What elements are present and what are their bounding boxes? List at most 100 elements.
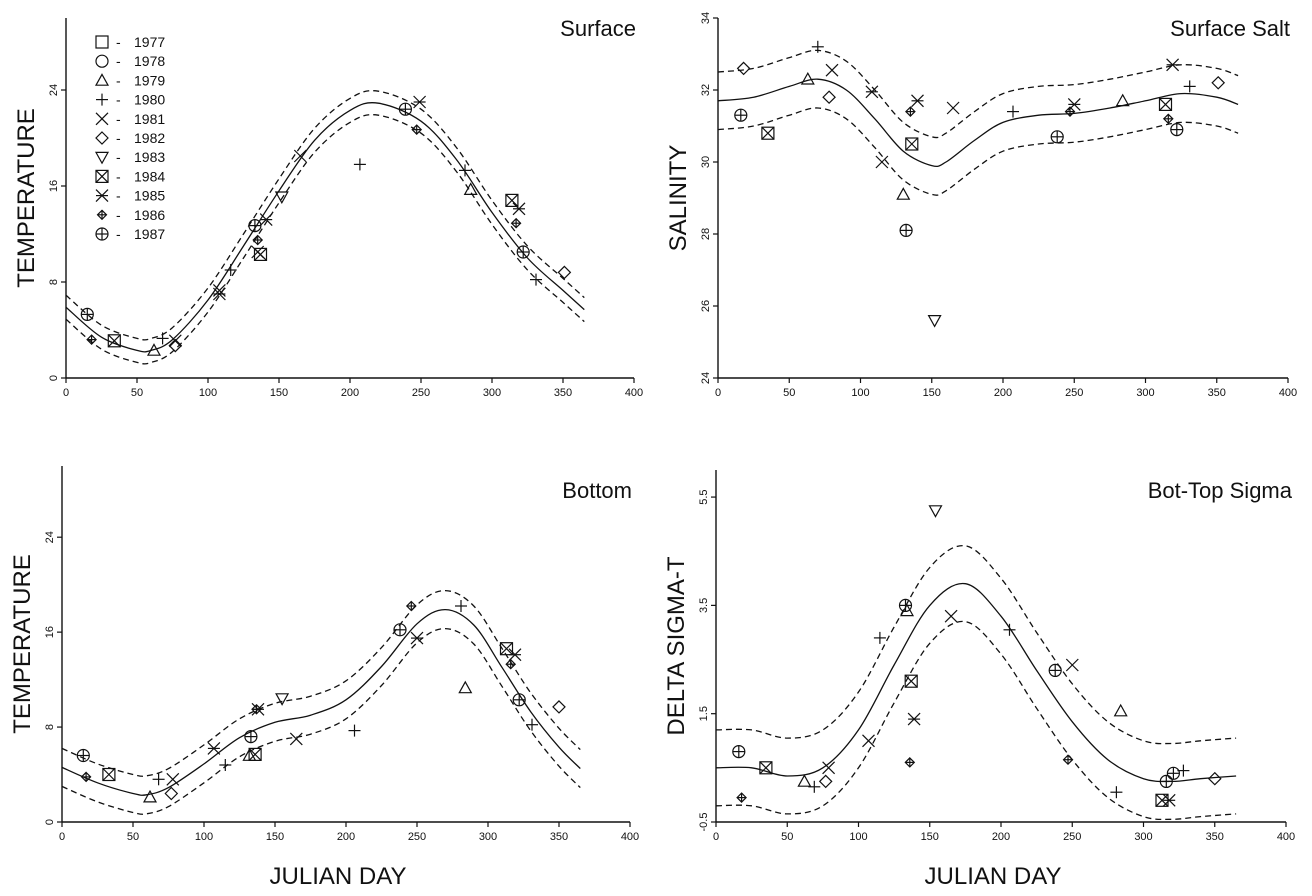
- legend-symbol: [96, 93, 108, 106]
- data-point: [1207, 771, 1222, 786]
- data-point: [152, 773, 165, 786]
- y-axis-label: TEMPERATURE: [13, 108, 40, 288]
- legend-label: 1981: [134, 111, 165, 127]
- data-point: [289, 732, 303, 746]
- data-point: [275, 693, 290, 706]
- y-tick-label: 16: [44, 626, 56, 638]
- data-point: [1211, 75, 1226, 90]
- x-tick-label: 350: [550, 831, 568, 843]
- x-tick-label: 200: [337, 831, 355, 843]
- legend-label: 1983: [134, 149, 165, 165]
- x-tick-label: 300: [483, 387, 501, 399]
- legend-label: 1980: [134, 92, 165, 108]
- data-point: [907, 712, 921, 726]
- legend-item: -1984: [95, 168, 165, 184]
- data-point: [1113, 703, 1128, 717]
- y-tick-label: 0: [44, 819, 56, 825]
- x-tick-label: 300: [1134, 831, 1152, 843]
- y-tick-label: 8: [44, 724, 56, 730]
- x-tick-label: 250: [1063, 831, 1081, 843]
- x-axis-label: JULIAN DAY: [270, 863, 407, 890]
- data-point: [899, 603, 915, 617]
- x-tick-label: 250: [412, 387, 430, 399]
- x-tick-label: 100: [199, 387, 217, 399]
- legend-label: 1982: [134, 130, 165, 146]
- data-point: [146, 343, 162, 356]
- data-point: [76, 748, 90, 763]
- legend-item: -1983: [94, 149, 165, 165]
- data-point: [1170, 123, 1184, 137]
- data-point: [904, 674, 918, 688]
- y-tick-label: 26: [700, 300, 712, 312]
- legend-separator: -: [116, 207, 121, 223]
- data-point: [107, 334, 121, 348]
- x-tick-label: 200: [341, 387, 359, 399]
- lower-band-curve: [715, 620, 1237, 821]
- data-point: [818, 774, 833, 789]
- x-tick-label: 300: [1136, 387, 1154, 399]
- chart-panel-2: 0 50 100 150 200 250 300 350 400 24 26 28 30 32 34 Surf…: [665, 12, 1297, 399]
- data-point: [413, 95, 427, 109]
- data-point: [393, 623, 407, 637]
- y-axis-label: DELTA SIGMA-T: [663, 556, 690, 735]
- data-point: [505, 193, 519, 207]
- legend-label: 1979: [134, 72, 165, 88]
- legend-symbol: [94, 73, 110, 86]
- legend-item: -1987: [95, 226, 165, 242]
- legend-symbol: [95, 35, 109, 49]
- legend-separator: -: [116, 72, 121, 88]
- data-point: [808, 780, 821, 793]
- x-axis-label: JULIAN DAY: [925, 863, 1062, 890]
- legend-symbol: [95, 112, 109, 126]
- data-point: [251, 702, 265, 716]
- data-point: [510, 217, 522, 229]
- y-tick-label: 16: [48, 180, 60, 192]
- x-tick-label: 150: [266, 831, 284, 843]
- chart-panel-3: 0 50 100 150 200 250 300 350 400 0 8 16 24 Bottom TEMP…: [9, 466, 639, 890]
- data-point: [1050, 130, 1064, 144]
- legend-label: 1986: [134, 207, 165, 223]
- x-tick-label: 300: [479, 831, 497, 843]
- data-point: [168, 334, 182, 348]
- data-point: [928, 505, 943, 518]
- fit-curve: [715, 582, 1237, 783]
- legend-item: -1979: [94, 72, 165, 88]
- legend-item: -1982: [95, 130, 165, 146]
- y-axis-label: SALINITY: [665, 145, 692, 252]
- data-point: [248, 747, 262, 762]
- legend-item: -1985: [95, 188, 165, 204]
- upper-band-curve: [715, 545, 1237, 745]
- data-point: [822, 761, 836, 775]
- data-point: [164, 786, 179, 801]
- data-point: [811, 40, 824, 53]
- data-point: [1003, 623, 1016, 636]
- x-tick-label: 100: [851, 387, 869, 399]
- x-tick-label: 400: [621, 831, 639, 843]
- x-tick-label: 100: [849, 831, 867, 843]
- data-point: [252, 234, 264, 246]
- upper-band-curve: [65, 90, 585, 341]
- data-point: [86, 334, 97, 345]
- legend-symbol: [95, 131, 109, 145]
- x-tick-label: 350: [554, 387, 572, 399]
- data-point: [348, 724, 361, 737]
- x-tick-label: 50: [127, 831, 139, 843]
- data-point: [411, 124, 423, 135]
- y-tick-label: 0: [48, 375, 60, 381]
- legend-symbol: [96, 209, 108, 221]
- chart-panel-4: 0 50 100 150 200 250 300 350 400 -0.5 1.5 3.5 5.5 Bot…: [663, 470, 1295, 890]
- x-tick-label: 400: [1277, 831, 1295, 843]
- x-tick-label: 200: [992, 831, 1010, 843]
- data-point: [248, 219, 262, 233]
- data-point: [398, 102, 412, 116]
- data-point: [156, 332, 169, 345]
- data-point: [905, 106, 916, 117]
- data-point: [224, 264, 237, 276]
- data-point: [168, 338, 183, 353]
- legend-item: -1978: [95, 53, 165, 69]
- data-point: [212, 287, 226, 301]
- data-point: [499, 642, 514, 656]
- y-tick-label: 24: [700, 372, 712, 384]
- data-point: [516, 245, 530, 259]
- data-point: [736, 792, 747, 803]
